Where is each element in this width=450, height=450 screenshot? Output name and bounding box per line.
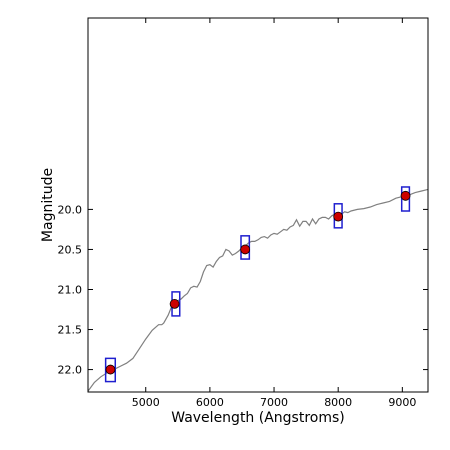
data-point-2 <box>169 299 180 309</box>
plot-content <box>88 186 428 392</box>
error-box-5 <box>400 186 411 212</box>
y-tick-label: 20.0 <box>58 203 83 216</box>
axes-frame <box>87 17 429 393</box>
y-tick-label: 21.0 <box>58 283 83 296</box>
y-tick-label: 22.0 <box>58 364 83 377</box>
y-tick-label: 21.5 <box>58 324 83 337</box>
y-tick-label: 20.5 <box>58 243 83 256</box>
x-tick-label: 9000 <box>388 396 416 409</box>
x-tick-label: 7000 <box>260 396 288 409</box>
spectrum-line <box>88 188 428 392</box>
x-tick-label: 8000 <box>324 396 352 409</box>
x-tick-label: 5000 <box>132 396 160 409</box>
x-axis-label: Wavelength (Angstroms) <box>171 410 345 426</box>
data-point-3 <box>240 244 251 255</box>
data-point-5 <box>400 190 411 201</box>
data-point-4 <box>333 211 344 222</box>
plot-area <box>88 186 428 392</box>
axis-ticks: 5000 6000 7000 8000 9000 20.0 20.5 21.0 21.5 22.0 <box>58 18 428 409</box>
data-point-1 <box>105 364 116 375</box>
y-axis-label: Magnitude <box>40 168 56 242</box>
x-tick-label: 6000 <box>196 396 224 409</box>
